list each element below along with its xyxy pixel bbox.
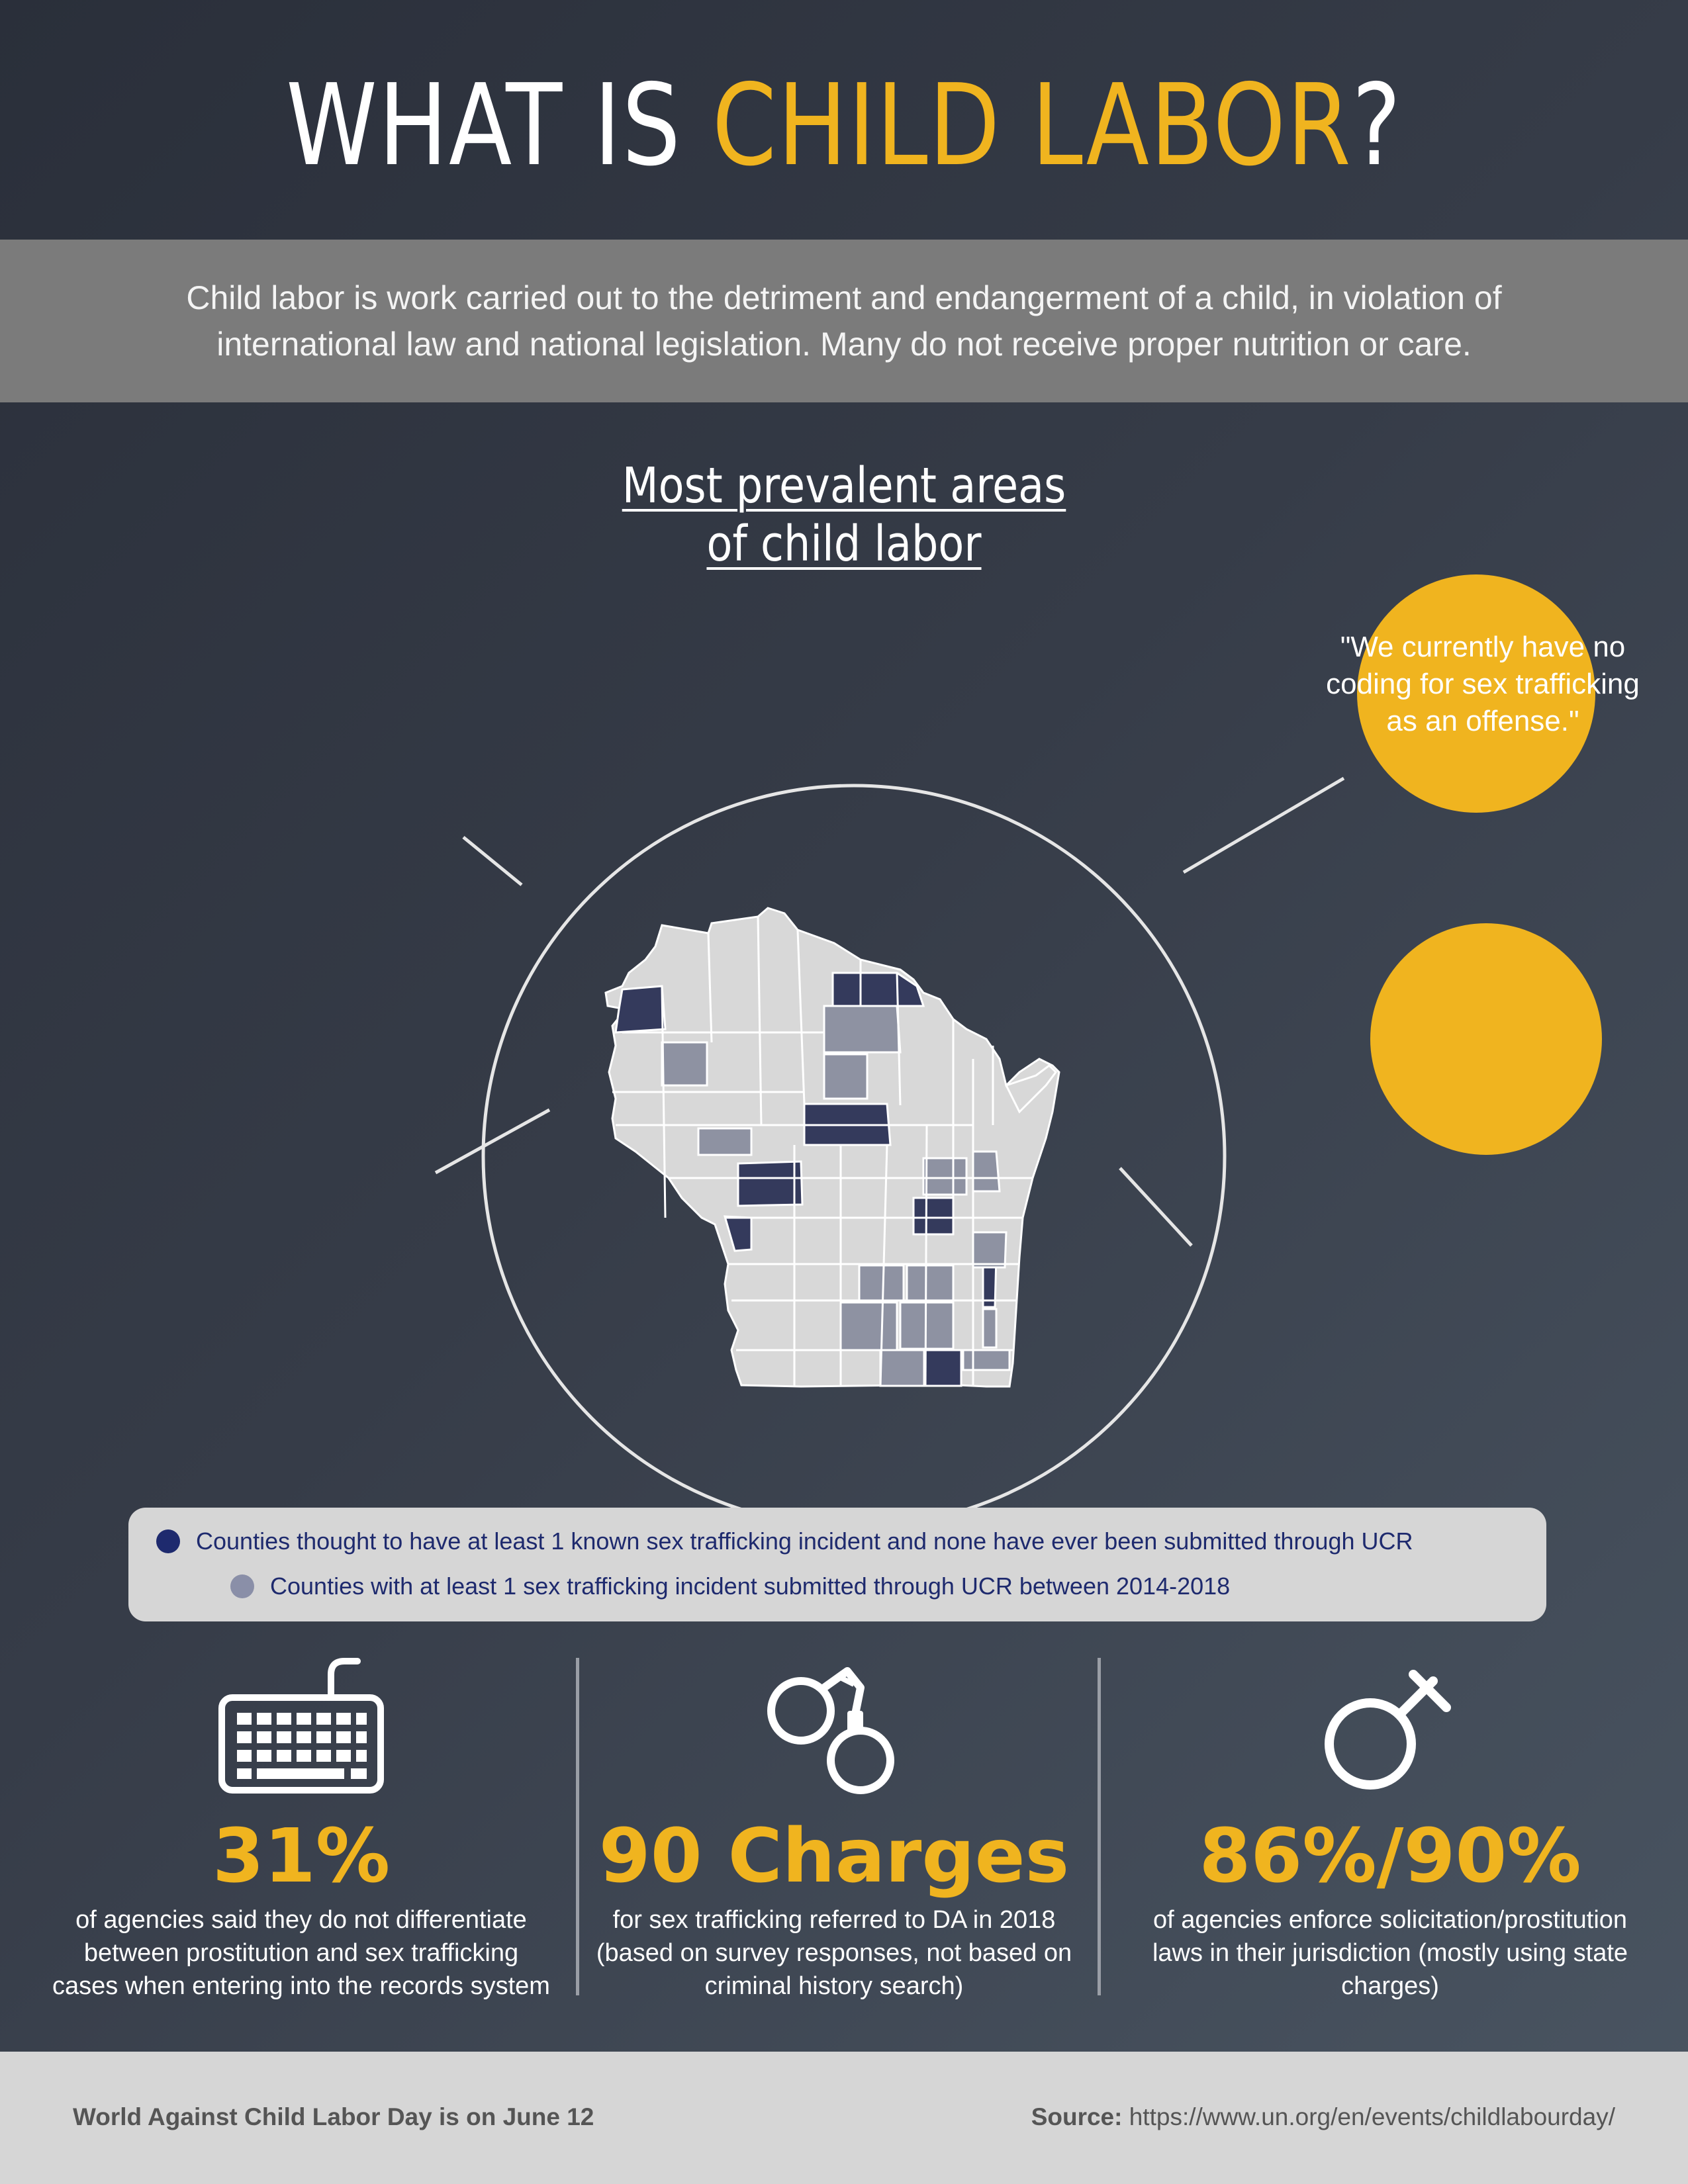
county-mid	[823, 1053, 868, 1100]
legend-item: Counties thought to have at least 1 know…	[156, 1527, 1413, 1555]
source-label: Source:	[1031, 2103, 1123, 2130]
county-mid	[661, 1041, 708, 1087]
gender-symbol-icon	[1139, 1648, 1642, 1800]
definition-band: Child labor is work carried out to the d…	[0, 240, 1688, 402]
county-dark	[924, 1349, 962, 1387]
stat-description: for sex trafficking referred to DA in 20…	[596, 1906, 1072, 2000]
keyboard-icon	[50, 1648, 553, 1800]
county-mid	[839, 1301, 898, 1351]
county-mid	[697, 1127, 753, 1156]
legend-label: Counties thought to have at least 1 know…	[196, 1527, 1413, 1555]
map-frame-circle	[481, 784, 1227, 1522]
stat-block: 86%/90% of agencies enforce solicitation…	[1139, 1648, 1642, 2003]
county-mid	[972, 1150, 1001, 1193]
title-end: ?	[1352, 60, 1402, 191]
county-dark	[614, 985, 667, 1034]
stat-description: of agencies said they do not differentia…	[52, 1906, 550, 2000]
legend-label: Counties with at least 1 sex trafficking…	[270, 1572, 1231, 1600]
county-mid	[972, 1231, 1008, 1269]
stat-block: 31% of agencies said they do not differe…	[50, 1648, 553, 2003]
wisconsin-counties	[604, 907, 1060, 1388]
map-title-line1: Most prevalent areas	[622, 457, 1066, 514]
definition-text: Child labor is work carried out to the d…	[186, 279, 1502, 363]
quote-circle	[1357, 574, 1595, 813]
map-section-title: Most prevalent areas of child labor	[559, 457, 1129, 573]
stat-value: 86%/90%	[1199, 1813, 1581, 1899]
footer-note: World Against Child Labor Day is on June…	[73, 2103, 594, 2130]
stats-divider	[1098, 1658, 1101, 1995]
footer-band: World Against Child Labor Day is on June…	[0, 2052, 1688, 2184]
legend-item: Counties with at least 1 sex trafficking…	[230, 1572, 1230, 1600]
quote-text: "We currently have no coding for sex tra…	[1326, 631, 1640, 737]
door-peninsula	[1004, 1064, 1057, 1114]
stats-divider	[576, 1658, 579, 1995]
county-borders	[612, 916, 1033, 1387]
map-title-line2: of child labor	[706, 516, 982, 572]
wisconsin-map-graphic	[434, 776, 1345, 1522]
county-mid	[823, 1005, 902, 1054]
county-mid	[982, 1308, 998, 1349]
county-dark	[737, 1160, 804, 1207]
footer-source: Source: https://www.un.org/en/events/chi…	[1031, 2103, 1615, 2131]
stat-value: 31%	[212, 1813, 391, 1899]
deco-line	[462, 836, 523, 886]
county-mid	[922, 1157, 968, 1196]
county-mid	[879, 1349, 925, 1387]
county-mid	[899, 1301, 955, 1350]
map-legend: Counties thought to have at least 1 know…	[128, 1508, 1546, 1621]
county-dark	[912, 1197, 955, 1236]
stat-block: 90 Charges for sex trafficking referred …	[583, 1648, 1086, 2003]
deco-line	[1182, 776, 1345, 874]
title-accent: CHILD LABOR	[712, 60, 1352, 191]
page-title: WHAT IS CHILD LABOR?	[152, 60, 1536, 192]
stat-value: 90 Charges	[598, 1813, 1070, 1899]
legend-dot-mid	[230, 1574, 254, 1598]
county-mid	[962, 1349, 1011, 1371]
handcuffs-icon	[583, 1648, 1086, 1800]
stat-description: of agencies enforce solicitation/prostit…	[1152, 1906, 1628, 2000]
source-link[interactable]: https://www.un.org/en/events/childlabour…	[1129, 2103, 1615, 2130]
deco-line	[1119, 1167, 1193, 1247]
county-mid	[858, 1264, 905, 1302]
decorative-circle	[1370, 923, 1602, 1155]
county-mid	[906, 1264, 955, 1302]
deco-line	[434, 1108, 551, 1175]
legend-dot-dark	[156, 1529, 180, 1553]
title-plain: WHAT IS	[286, 60, 712, 191]
